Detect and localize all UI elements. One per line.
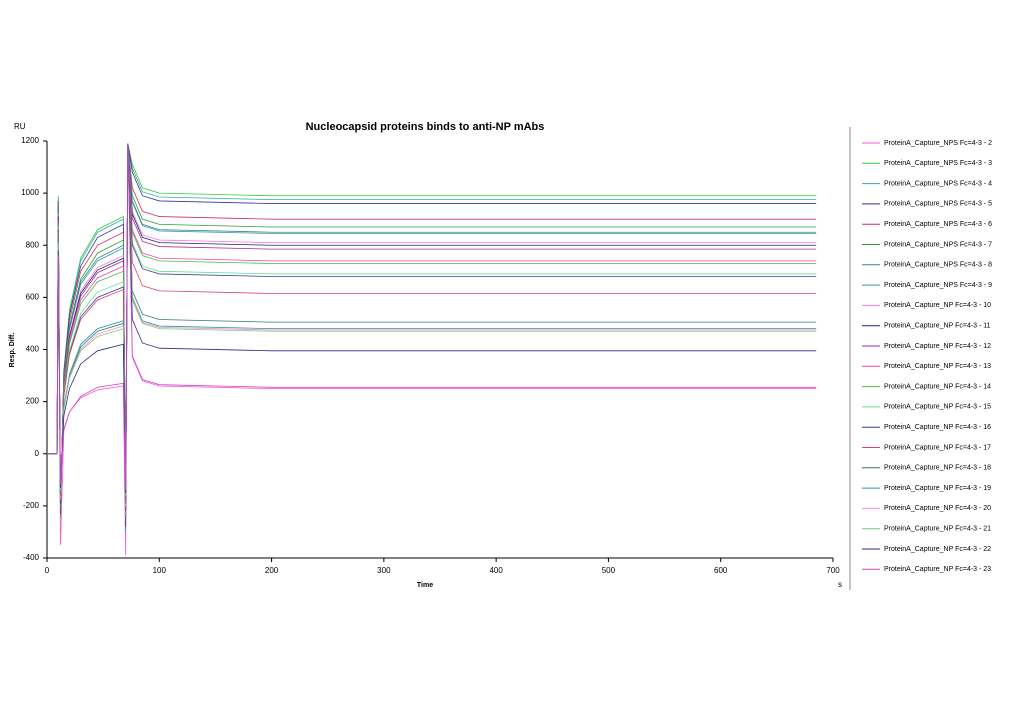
y-unit: RU <box>14 122 26 131</box>
legend-label: ProteinA_Capture_NPS Fc=4-3 - 3 <box>884 160 992 167</box>
legend-label: ProteinA_Capture_NP Fc=4-3 - 14 <box>884 383 991 390</box>
legend-label: ProteinA_Capture_NP Fc=4-3 - 22 <box>884 546 991 553</box>
legend-label: ProteinA_Capture_NP Fc=4-3 - 19 <box>884 485 991 492</box>
x-tick-label: 0 <box>45 566 50 575</box>
series-line <box>47 143 817 491</box>
y-tick-label: 600 <box>26 292 40 301</box>
x-tick-label: 300 <box>377 566 391 575</box>
x-tick-label: 500 <box>602 566 616 575</box>
y-tick-label: -200 <box>23 501 40 510</box>
legend-label: ProteinA_Capture_NPS Fc=4-3 - 2 <box>884 140 992 147</box>
y-tick-label: 1000 <box>21 188 39 197</box>
series-line <box>47 143 817 556</box>
legend-label: ProteinA_Capture_NP Fc=4-3 - 21 <box>884 526 991 533</box>
x-tick-label: 600 <box>714 566 728 575</box>
series-line <box>47 143 817 532</box>
series-line <box>47 143 817 504</box>
legend-label: ProteinA_Capture_NP Fc=4-3 - 12 <box>884 343 991 350</box>
y-axis-label: Resp. Diff. <box>9 333 16 368</box>
legend-label: ProteinA_Capture_NP Fc=4-3 - 20 <box>884 505 991 512</box>
y-tick-label: 400 <box>26 345 40 354</box>
chart-title: Nucleocapsid proteins binds to anti-NP m… <box>306 121 545 133</box>
y-tick-label: 800 <box>26 240 40 249</box>
legend-label: ProteinA_Capture_NPS Fc=4-3 - 9 <box>884 282 992 289</box>
series-line <box>47 143 817 506</box>
series-line <box>47 143 817 504</box>
legend-label: ProteinA_Capture_NP Fc=4-3 - 15 <box>884 404 991 411</box>
legend-label: ProteinA_Capture_NPS Fc=4-3 - 7 <box>884 241 992 248</box>
x-tick-label: 400 <box>489 566 503 575</box>
x-tick-label: 200 <box>265 566 279 575</box>
x-axis-label: Time <box>417 582 433 589</box>
legend-label: ProteinA_Capture_NPS Fc=4-3 - 4 <box>884 180 992 187</box>
legend-label: ProteinA_Capture_NP Fc=4-3 - 11 <box>884 323 991 330</box>
legend-label: ProteinA_Capture_NPS Fc=4-3 - 8 <box>884 262 992 269</box>
series-line <box>47 143 817 522</box>
x-tick-label: 700 <box>826 566 840 575</box>
x-tick-label: 100 <box>153 566 167 575</box>
legend-label: ProteinA_Capture_NP Fc=4-3 - 18 <box>884 465 991 472</box>
series-line <box>47 143 817 506</box>
y-tick-label: -400 <box>23 553 40 562</box>
legend-label: ProteinA_Capture_NP Fc=4-3 - 17 <box>884 444 991 451</box>
y-tick-label: 200 <box>26 397 40 406</box>
series-line <box>47 143 817 532</box>
legend-label: ProteinA_Capture_NPS Fc=4-3 - 6 <box>884 221 992 228</box>
x-unit: s <box>838 580 842 589</box>
legend-label: ProteinA_Capture_NP Fc=4-3 - 23 <box>884 566 991 573</box>
series-line <box>47 143 817 527</box>
legend-label: ProteinA_Capture_NP Fc=4-3 - 13 <box>884 363 991 370</box>
y-tick-label: 1200 <box>21 136 39 145</box>
legend-label: ProteinA_Capture_NP Fc=4-3 - 16 <box>884 424 991 431</box>
legend-label: ProteinA_Capture_NPS Fc=4-3 - 5 <box>884 201 992 208</box>
legend-label: ProteinA_Capture_NP Fc=4-3 - 10 <box>884 302 991 309</box>
y-tick-label: 0 <box>35 449 40 458</box>
